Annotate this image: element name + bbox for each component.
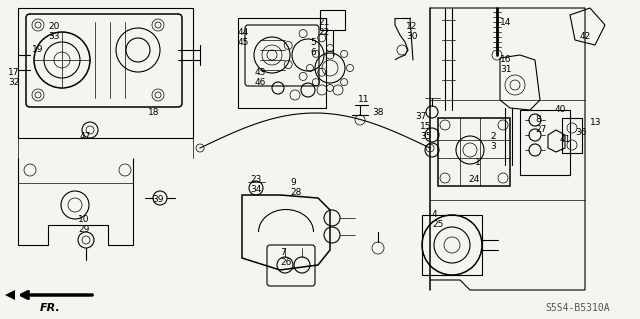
Text: 24: 24 xyxy=(468,175,479,184)
Text: 19: 19 xyxy=(32,45,44,54)
Text: 17
32: 17 32 xyxy=(8,68,19,87)
Text: 44
45: 44 45 xyxy=(238,28,250,47)
Text: 4
25: 4 25 xyxy=(432,210,444,229)
Text: 1: 1 xyxy=(475,158,481,167)
Text: 5
6: 5 6 xyxy=(310,38,316,57)
Text: 2
3: 2 3 xyxy=(490,132,496,151)
Text: 20
33: 20 33 xyxy=(48,22,60,41)
Text: 42: 42 xyxy=(580,32,591,41)
Bar xyxy=(438,118,510,186)
Text: 37: 37 xyxy=(415,112,426,121)
Bar xyxy=(18,8,193,138)
Text: 23
34: 23 34 xyxy=(250,175,261,194)
FancyArrowPatch shape xyxy=(22,292,92,298)
Text: 47: 47 xyxy=(80,132,92,141)
Text: 11: 11 xyxy=(358,95,369,104)
Text: 40: 40 xyxy=(555,105,566,114)
Bar xyxy=(520,110,570,175)
Text: 13: 13 xyxy=(590,118,602,127)
Text: 12
30: 12 30 xyxy=(406,22,417,41)
Text: 18: 18 xyxy=(148,108,159,117)
Text: 7
26: 7 26 xyxy=(280,248,291,267)
Text: 9
28: 9 28 xyxy=(290,178,301,197)
Text: 14: 14 xyxy=(500,18,511,27)
Polygon shape xyxy=(5,290,15,300)
Text: 10
29: 10 29 xyxy=(78,215,90,234)
Text: S5S4-B5310A: S5S4-B5310A xyxy=(545,303,610,313)
Text: FR.: FR. xyxy=(40,303,60,313)
Text: 41: 41 xyxy=(560,135,572,144)
Text: 36: 36 xyxy=(575,128,586,137)
Text: 39: 39 xyxy=(152,195,163,204)
Text: 8
27: 8 27 xyxy=(535,115,547,134)
Bar xyxy=(562,118,582,153)
Text: 15
35: 15 35 xyxy=(420,122,431,141)
Text: 43
46: 43 46 xyxy=(255,68,266,87)
Text: 16
31: 16 31 xyxy=(500,55,511,74)
Bar xyxy=(238,18,326,108)
Text: 21
22: 21 22 xyxy=(318,18,330,37)
Text: 38: 38 xyxy=(372,108,383,117)
